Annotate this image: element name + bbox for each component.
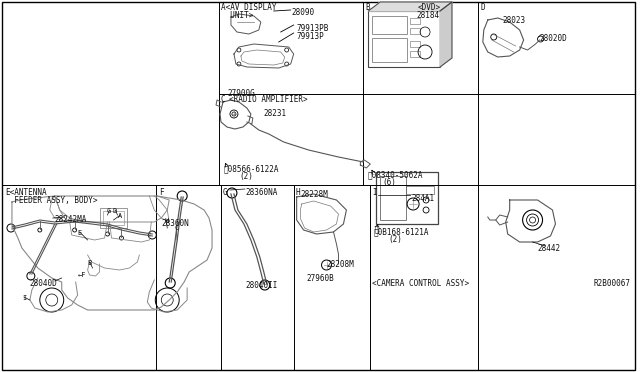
Text: 28242MA: 28242MA bbox=[55, 215, 87, 224]
Polygon shape bbox=[440, 2, 452, 67]
Text: 28040II: 28040II bbox=[246, 281, 278, 290]
Text: C: C bbox=[221, 95, 226, 104]
Text: B: B bbox=[88, 260, 92, 266]
Text: 28360N: 28360N bbox=[161, 219, 189, 228]
Bar bbox=[410, 51, 420, 57]
Text: Ⓝ08340-5062A: Ⓝ08340-5062A bbox=[367, 170, 423, 179]
Text: B: B bbox=[365, 3, 370, 12]
Text: E: E bbox=[77, 230, 82, 236]
Text: H: H bbox=[164, 218, 168, 224]
Text: 28020D: 28020D bbox=[540, 34, 567, 43]
Text: I: I bbox=[372, 188, 377, 197]
Bar bbox=[376, 172, 438, 224]
Text: 28442: 28442 bbox=[538, 244, 561, 253]
Text: D: D bbox=[481, 3, 485, 12]
Text: 79913PB: 79913PB bbox=[297, 24, 329, 33]
Bar bbox=[372, 16, 407, 34]
Text: FEEDER ASSY, BODY>: FEEDER ASSY, BODY> bbox=[5, 196, 97, 205]
Text: 28184: 28184 bbox=[416, 11, 439, 20]
Bar bbox=[372, 38, 407, 62]
Text: 27960B: 27960B bbox=[307, 274, 334, 283]
Text: C: C bbox=[174, 225, 179, 231]
Text: (6): (6) bbox=[382, 178, 396, 187]
Text: Ⓝ: Ⓝ bbox=[374, 225, 379, 234]
Text: <DVD>: <DVD> bbox=[418, 3, 441, 12]
Text: 27900G: 27900G bbox=[227, 89, 255, 98]
Text: R2B00067: R2B00067 bbox=[593, 279, 630, 288]
Text: 28040D: 28040D bbox=[30, 279, 58, 288]
Text: ←F: ←F bbox=[77, 272, 86, 278]
Text: I: I bbox=[22, 295, 26, 301]
Text: 28023: 28023 bbox=[502, 16, 526, 25]
Text: Ⓝ08566-6122A: Ⓝ08566-6122A bbox=[224, 164, 280, 173]
Text: 28208M: 28208M bbox=[326, 260, 355, 269]
Text: 79913P: 79913P bbox=[297, 32, 324, 41]
Text: A: A bbox=[118, 213, 122, 219]
Polygon shape bbox=[369, 2, 452, 11]
Bar bbox=[380, 176, 406, 220]
Text: G: G bbox=[106, 208, 111, 214]
Text: <RADIO AMPLIFIER>: <RADIO AMPLIFIER> bbox=[229, 95, 308, 104]
Text: <CAMERA CONTROL ASSY>: <CAMERA CONTROL ASSY> bbox=[372, 279, 469, 288]
Text: F: F bbox=[159, 188, 164, 197]
Text: G: G bbox=[223, 188, 228, 197]
Text: 28228M: 28228M bbox=[301, 190, 328, 199]
Text: 284A1: 284A1 bbox=[411, 194, 435, 203]
Bar bbox=[410, 41, 420, 47]
Bar bbox=[410, 28, 420, 34]
Bar bbox=[100, 208, 127, 228]
Text: E<ANTENNA: E<ANTENNA bbox=[5, 188, 47, 197]
Bar bbox=[369, 11, 440, 67]
Text: D: D bbox=[113, 208, 116, 214]
Text: H: H bbox=[296, 188, 300, 197]
Bar bbox=[406, 186, 434, 194]
Text: 28360NA: 28360NA bbox=[246, 188, 278, 197]
Text: 28231: 28231 bbox=[264, 109, 287, 118]
Text: A<AV DISPLAY: A<AV DISPLAY bbox=[221, 3, 276, 12]
Text: (2): (2) bbox=[388, 235, 402, 244]
Bar bbox=[102, 211, 124, 225]
Text: Ⓝ0B168-6121A: Ⓝ0B168-6121A bbox=[373, 227, 429, 236]
Text: UNIT>: UNIT> bbox=[221, 11, 253, 20]
Text: (2): (2) bbox=[239, 172, 253, 181]
Text: 28090: 28090 bbox=[292, 8, 315, 17]
Bar bbox=[410, 18, 420, 24]
